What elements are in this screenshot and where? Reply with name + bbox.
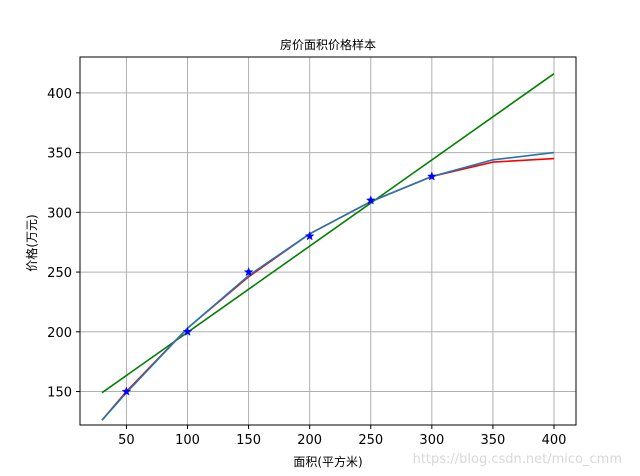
grid <box>80 57 576 425</box>
x-tick-label: 400 <box>542 433 567 448</box>
sample-point <box>427 171 437 181</box>
x-axis: 50 100 150 200 250 300 350 400 <box>118 425 566 448</box>
x-tick-label: 250 <box>358 433 383 448</box>
series-layer <box>101 73 555 421</box>
samples-layer <box>121 171 437 396</box>
x-tick-label: 300 <box>419 433 444 448</box>
y-tick-label: 400 <box>47 87 72 102</box>
x-tick-label: 200 <box>297 433 322 448</box>
sample-point <box>182 326 193 336</box>
x-tick-label: 150 <box>236 433 261 448</box>
y-tick-label: 150 <box>47 386 72 401</box>
y-tick-label: 350 <box>47 147 72 162</box>
series-line-2 <box>101 157 555 421</box>
sample-point <box>243 267 254 277</box>
x-tick-label: 100 <box>175 433 200 448</box>
sample-point <box>365 195 376 205</box>
chart-title: 房价面积价格样本 <box>280 37 376 52</box>
series-line-3 <box>101 151 555 421</box>
y-axis-label: 价格(万元) <box>24 214 39 271</box>
plot-frame <box>79 56 577 426</box>
y-tick-label: 250 <box>47 266 72 281</box>
sample-point <box>121 386 132 396</box>
series-line-1 <box>101 73 555 394</box>
y-tick-label: 300 <box>47 206 72 221</box>
x-axis-label: 面积(平方米) <box>293 454 362 469</box>
watermark: https://blog.csdn.net/mico_cmm <box>413 452 622 467</box>
sample-point <box>304 231 315 241</box>
x-tick-label: 350 <box>481 433 506 448</box>
x-tick-label: 50 <box>118 433 135 448</box>
y-axis: 150 200 250 300 350 400 <box>47 87 80 401</box>
y-tick-label: 200 <box>47 326 72 341</box>
